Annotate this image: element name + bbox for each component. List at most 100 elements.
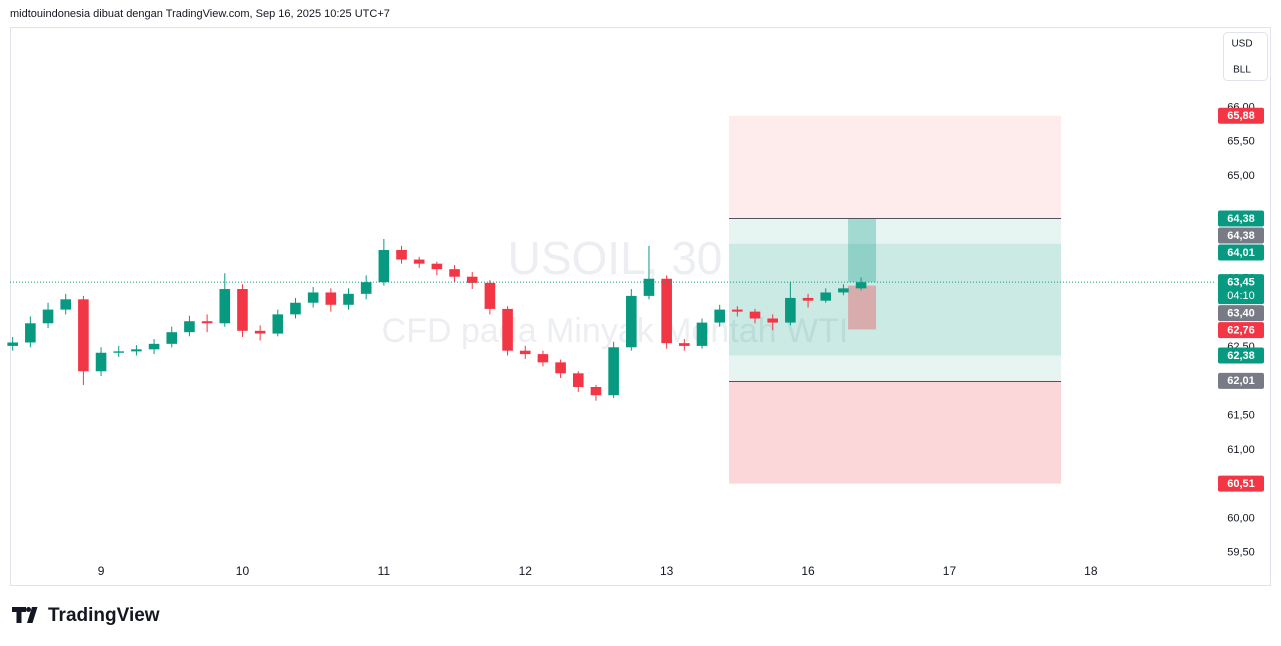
candle-body (343, 293, 354, 305)
candle-body (378, 249, 390, 283)
price-label-text: 62,01 (1227, 375, 1255, 387)
x-tick-label: 9 (98, 564, 105, 578)
x-tick-label: 18 (1084, 564, 1098, 578)
price-label-text: 62,38 (1227, 350, 1255, 362)
candle-body (466, 276, 478, 283)
candle-body (855, 282, 867, 289)
candle-body (820, 292, 832, 301)
candle-body (626, 295, 637, 348)
x-tick-label: 12 (519, 564, 533, 578)
candle-body (661, 278, 672, 344)
candle-body (78, 299, 89, 372)
price-label: 64,38 (1218, 210, 1264, 227)
price-label-text: 64,38 (1227, 230, 1255, 242)
price-label-box (1218, 372, 1264, 389)
candle-body (219, 289, 231, 324)
candle-body (396, 249, 407, 260)
price-label: 62,01 (1218, 372, 1264, 389)
price-label-text: 64,38 (1227, 213, 1255, 225)
candle-body (413, 259, 425, 264)
candle-body (714, 309, 725, 323)
candle-body (679, 343, 690, 346)
price-label-box (1218, 347, 1264, 364)
y-tick-label: 65,50 (1227, 136, 1255, 148)
candle-body (237, 289, 248, 331)
price-label: 64,01 (1218, 244, 1264, 261)
candle-body (572, 373, 584, 388)
price-label: 62,76 (1218, 322, 1264, 339)
x-tick-label: 13 (660, 564, 674, 578)
candle-body (502, 308, 513, 351)
price-label-box (1218, 244, 1264, 261)
candle-body (360, 282, 372, 294)
price-label-box (1218, 274, 1264, 305)
candle-body (166, 332, 178, 344)
unit: BLL (1233, 65, 1251, 76)
plot-area (7, 115, 1062, 484)
candle-body (148, 343, 160, 350)
price-label-box (1218, 322, 1264, 339)
candle-body (767, 318, 779, 323)
candle-body (95, 352, 107, 372)
candle-body (60, 299, 72, 310)
header: midtouindonesia dibuat dengan TradingVie… (10, 8, 390, 20)
candle-body (325, 292, 337, 305)
candle-body (131, 349, 142, 352)
y-tick-label: 60,00 (1227, 512, 1255, 524)
price-label: 62,38 (1218, 347, 1264, 364)
candle-body (590, 387, 602, 396)
x-tick-label: 11 (378, 564, 391, 578)
price-label: 65,88 (1218, 107, 1264, 124)
price-label-text: 64,01 (1227, 247, 1255, 259)
candle-body (519, 350, 531, 355)
price-label-box (1218, 107, 1264, 124)
y-tick-label: 61,50 (1227, 410, 1255, 422)
countdown: 04:10 (1227, 290, 1255, 302)
candle-body (449, 269, 460, 277)
price-label-text: 63,40 (1227, 308, 1255, 320)
position-zone (848, 285, 877, 330)
price-label-box (1218, 305, 1264, 322)
candle-body (290, 302, 301, 315)
watermark-description: CFD pada Minyak Mentah WTI (382, 312, 849, 350)
candle-body (431, 263, 443, 270)
x-tick-label: 17 (943, 564, 957, 578)
candle-body (643, 278, 655, 296)
brand: TradingView (48, 605, 160, 626)
price-label-text: 63,45 (1227, 277, 1255, 289)
candle-body (113, 351, 125, 353)
y-tick-label: 59,50 (1227, 547, 1255, 559)
position-zone (729, 115, 1062, 219)
candle-body (307, 292, 319, 303)
price-label-text: 65,88 (1227, 110, 1255, 122)
candle-body (42, 309, 54, 324)
candle-body (732, 309, 743, 312)
price-label: 64,38 (1218, 227, 1264, 244)
y-tick-label: 61,00 (1227, 444, 1255, 456)
price-label: 63,40 (1218, 305, 1264, 322)
candle-body (749, 311, 761, 319)
currency-box[interactable] (1223, 32, 1268, 81)
y-tick-label: 65,00 (1227, 170, 1255, 182)
price-label-text: 60,51 (1227, 478, 1255, 490)
position-zone (729, 243, 1062, 356)
candle-body (555, 362, 566, 374)
position-zone (848, 218, 877, 283)
candle-body (184, 321, 195, 333)
candle-body (272, 314, 284, 334)
logo (12, 607, 38, 623)
candle-body (7, 342, 18, 346)
price-label-box (1218, 210, 1264, 227)
candle-body (201, 321, 213, 324)
candle-body (25, 323, 36, 343)
candle-body (254, 330, 266, 334)
price-label-text: 62,76 (1227, 325, 1255, 337)
candle-body (696, 322, 708, 346)
candle-body (537, 354, 549, 363)
watermark-symbol: USOIL, 30 (508, 232, 723, 284)
candle-body (785, 297, 796, 323)
chart-frame (10, 27, 1271, 586)
